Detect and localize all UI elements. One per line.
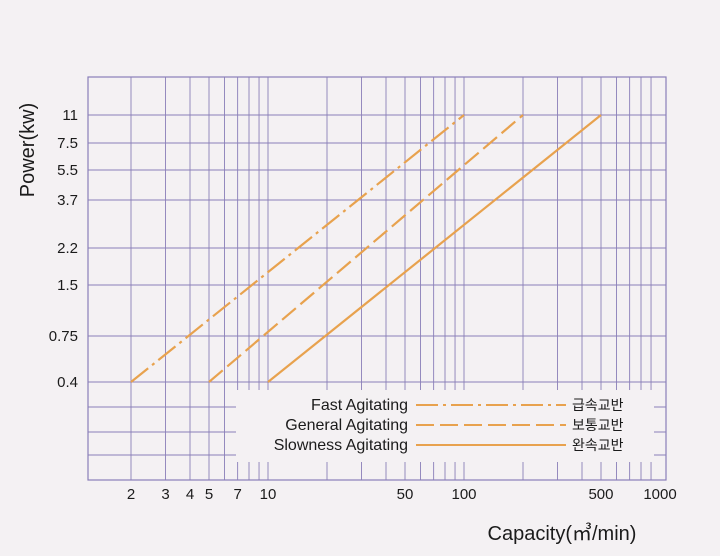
legend-label: General Agitating [285, 417, 408, 434]
y-axis-title: Power(kw) [17, 103, 39, 197]
x-tick-labels: 2 3 4 5 7 10 50 100 500 1000 [127, 486, 677, 503]
series-line [267, 114, 602, 383]
x-tick-label: 500 [588, 486, 613, 503]
series-line [208, 114, 524, 383]
y-tick-label: 5.5 [57, 162, 78, 179]
x-tick-label: 10 [260, 486, 277, 503]
legend-label-kr: 보통교반 [572, 418, 624, 434]
x-tick-label: 50 [397, 486, 414, 503]
x-tick-label: 2 [127, 486, 135, 503]
x-tick-label: 5 [205, 486, 213, 503]
series-line [130, 114, 465, 383]
x-axis-title: Capacity(㎥/min) [488, 521, 637, 545]
y-tick-labels: 0.4 0.75 1.5 2.2 3.7 5.5 7.5 11 [49, 107, 78, 391]
x-tick-label: 3 [161, 486, 169, 503]
y-tick-label: 11 [62, 107, 78, 124]
y-tick-label: 1.5 [57, 277, 78, 294]
legend-label-kr: 급속교반 [572, 398, 624, 414]
legend-label: Slowness Agitating [274, 437, 408, 454]
y-tick-label: 7.5 [57, 135, 78, 152]
legend-label: Fast Agitating [311, 397, 408, 414]
legend: Fast Agitating 급속교반 General Agitating 보통교반 S… [236, 390, 654, 462]
plot-area [87, 76, 667, 481]
series-lines [130, 114, 602, 383]
y-tick-label: 0.75 [49, 328, 78, 345]
x-tick-label: 100 [451, 486, 476, 503]
y-tick-label: 3.7 [57, 192, 78, 209]
y-tick-label: 2.2 [57, 240, 78, 257]
legend-label-kr: 완속교반 [572, 438, 624, 454]
x-tick-label: 4 [186, 486, 194, 503]
x-tick-label: 1000 [643, 486, 676, 503]
x-tick-label: 7 [233, 486, 241, 503]
y-tick-label: 0.4 [57, 374, 78, 391]
